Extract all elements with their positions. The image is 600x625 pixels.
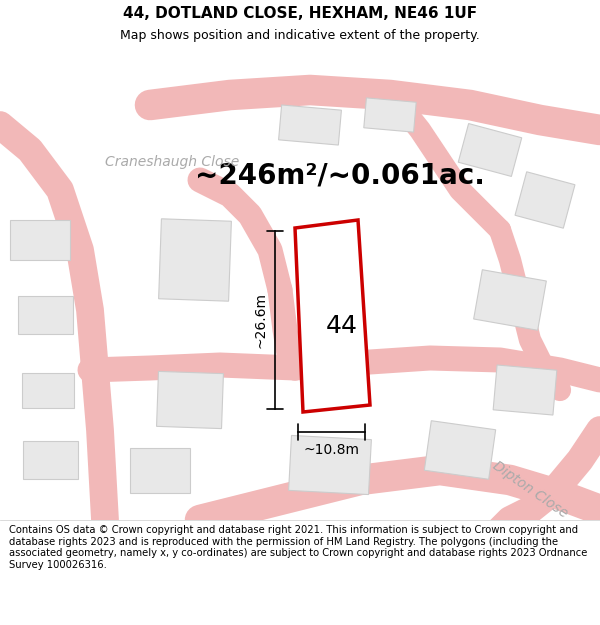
Polygon shape — [10, 220, 70, 260]
Polygon shape — [473, 270, 547, 330]
Polygon shape — [295, 220, 370, 412]
Polygon shape — [158, 219, 232, 301]
Polygon shape — [23, 441, 77, 479]
Text: ~10.8m: ~10.8m — [304, 443, 359, 457]
Text: ~246m²/~0.061ac.: ~246m²/~0.061ac. — [195, 161, 485, 189]
Text: ~26.6m: ~26.6m — [254, 292, 268, 348]
Polygon shape — [22, 372, 74, 408]
Polygon shape — [493, 365, 557, 415]
Text: Craneshaugh Close: Craneshaugh Close — [105, 155, 239, 169]
Polygon shape — [157, 371, 223, 429]
Polygon shape — [424, 421, 496, 479]
Text: 44: 44 — [325, 314, 358, 338]
Text: Dipton Close: Dipton Close — [490, 459, 570, 521]
Polygon shape — [17, 296, 73, 334]
Text: Contains OS data © Crown copyright and database right 2021. This information is : Contains OS data © Crown copyright and d… — [9, 525, 587, 570]
Text: 44, DOTLAND CLOSE, HEXHAM, NE46 1UF: 44, DOTLAND CLOSE, HEXHAM, NE46 1UF — [123, 6, 477, 21]
Text: Map shows position and indicative extent of the property.: Map shows position and indicative extent… — [120, 29, 480, 42]
Polygon shape — [515, 172, 575, 228]
Polygon shape — [458, 124, 522, 176]
Polygon shape — [364, 98, 416, 132]
Polygon shape — [289, 436, 371, 494]
Polygon shape — [130, 448, 190, 493]
Polygon shape — [278, 105, 341, 145]
